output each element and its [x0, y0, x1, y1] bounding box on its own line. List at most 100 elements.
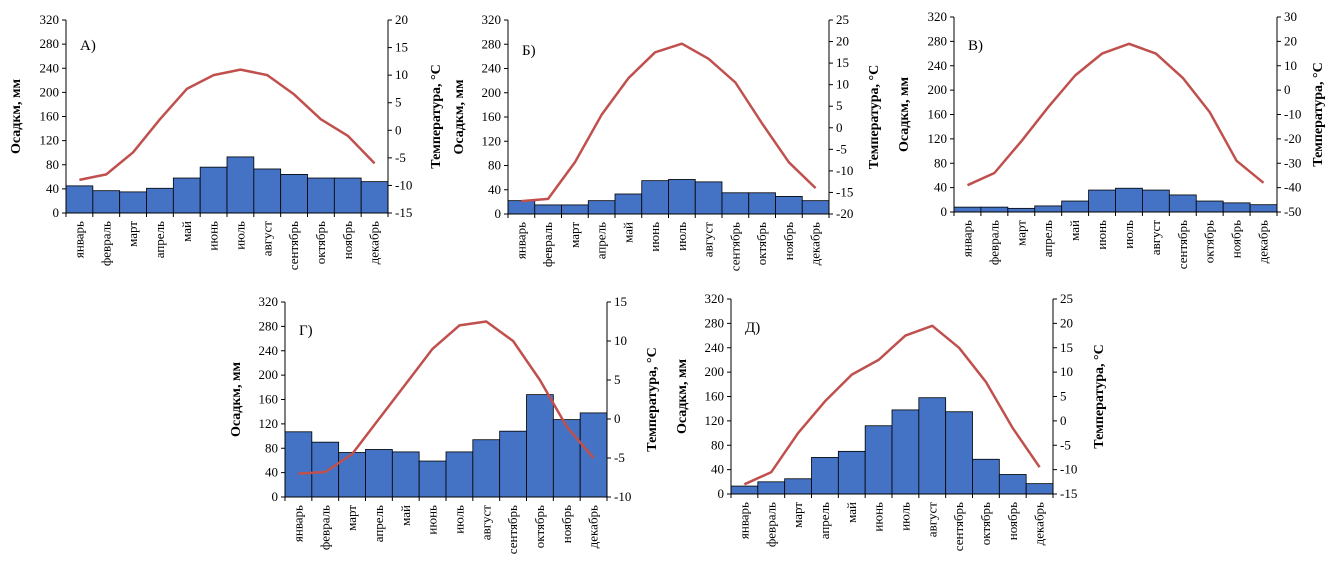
left-tick-label: 0: [495, 206, 502, 221]
precip-bar: [445, 451, 474, 498]
precip-bar: [526, 394, 554, 498]
left-tick-label: 280: [705, 315, 725, 330]
x-category-label: март: [125, 221, 140, 247]
x-category-label: октябрь: [532, 505, 547, 548]
right-tick-label: 0: [395, 122, 402, 137]
right-tick-label: 25: [836, 12, 849, 27]
precip-bar: [801, 200, 830, 215]
right-axis-title: Температура, °С: [1311, 62, 1325, 166]
left-tick-label: 0: [53, 205, 60, 220]
right-tick-label: -40: [1284, 180, 1301, 195]
panel-label: В): [968, 38, 983, 54]
precip-bar: [668, 179, 696, 215]
right-tick-label: 15: [614, 294, 627, 309]
precip-bar: [92, 190, 121, 214]
right-tick-label: -5: [1060, 437, 1071, 452]
left-tick-label: 120: [705, 413, 725, 428]
x-category-label: июль: [674, 222, 689, 251]
left-tick-label: 80: [934, 155, 947, 170]
right-tick-label: 10: [1060, 364, 1073, 379]
left-tick-label: 200: [40, 84, 60, 99]
precip-bar: [1142, 189, 1170, 213]
right-tick-label: 0: [1060, 413, 1067, 428]
x-category-label: март: [790, 502, 805, 528]
precip-bar: [730, 485, 759, 495]
x-category-label: июнь: [871, 502, 886, 532]
x-category-label: май: [1067, 220, 1082, 241]
right-tick-label: 10: [836, 77, 849, 92]
precip-bar: [199, 166, 228, 214]
precip-bar: [980, 206, 1009, 213]
x-category-label: декабрь: [367, 221, 382, 264]
precip-bar: [953, 206, 982, 213]
x-category-label: январь: [290, 505, 305, 542]
right-tick-label: 0: [614, 411, 621, 426]
left-tick-label: 280: [482, 36, 502, 51]
chart-panel-1: 0 40 80 120 160 200 240 280 320 -15 -10 -5 0 5 10 15 20 я…: [9, 12, 444, 270]
x-category-label: июнь: [425, 505, 440, 535]
left-tick-label: 320: [40, 12, 60, 27]
x-category-label: февраль: [317, 505, 332, 550]
temperature-line: [298, 320, 595, 475]
left-tick-label: 200: [928, 82, 948, 97]
chart-panel-5: 0 40 80 120 160 200 240 280 320 -15 -10 -5 0 5 10 15 20 2…: [675, 291, 1107, 551]
x-category-label: ноябрь: [559, 505, 574, 543]
right-tick-label: 0: [836, 120, 843, 135]
precip-bar: [1088, 189, 1116, 213]
x-category-label: июнь: [206, 221, 221, 251]
right-tick-label: -10: [1284, 107, 1301, 122]
x-category-label: декабрь: [1032, 502, 1047, 545]
precip-bar: [1061, 200, 1089, 213]
x-category-label: март: [1013, 220, 1028, 246]
precip-bar: [472, 439, 501, 498]
right-tick-label: 5: [836, 98, 843, 113]
right-tick-label: 10: [614, 333, 627, 348]
right-tick-label: 5: [395, 95, 402, 110]
precip-bar: [284, 431, 313, 498]
x-category-label: май: [398, 505, 413, 526]
precip-bar: [1222, 202, 1251, 213]
x-category-label: май: [179, 221, 194, 242]
left-tick-label: 200: [259, 367, 279, 382]
precip-bar: [587, 200, 616, 215]
left-tick-label: 40: [934, 180, 947, 195]
x-category-label: октябрь: [754, 222, 769, 265]
precip-bar: [837, 450, 866, 495]
x-category-label: декабрь: [808, 222, 823, 265]
left-tick-label: 200: [705, 364, 725, 379]
x-category-label: август: [1148, 220, 1163, 256]
right-axis-title: Температура, °С: [867, 65, 882, 169]
right-tick-label: 5: [614, 372, 621, 387]
precip-bar: [891, 409, 920, 495]
left-tick-label: 160: [259, 392, 279, 407]
precip-bar: [998, 474, 1027, 495]
chart-panel-3: 0 40 80 120 160 200 240 280 320 -50 -40 -30 -20 -10 0 1…: [897, 9, 1325, 269]
right-tick-label: -20: [1284, 131, 1301, 146]
right-tick-label: -50: [1284, 204, 1301, 219]
left-tick-label: 320: [928, 9, 948, 24]
right-tick-label: -20: [836, 206, 853, 221]
x-category-label: апрель: [371, 505, 386, 542]
temperature-line: [966, 42, 1265, 187]
precip-bar: [311, 441, 340, 498]
precip-bar: [499, 430, 527, 498]
precip-bar: [1034, 205, 1063, 213]
right-tick-label: -5: [836, 141, 847, 156]
left-tick-label: 120: [259, 416, 279, 431]
right-tick-label: 0: [1284, 82, 1291, 97]
right-tick-label: 25: [1060, 291, 1073, 306]
x-category-label: июль: [232, 221, 247, 250]
right-tick-label: -30: [1284, 155, 1301, 170]
precip-bar: [945, 411, 973, 495]
precip-bar: [119, 191, 147, 214]
precip-bar: [918, 397, 947, 495]
left-tick-label: 40: [46, 181, 59, 196]
x-category-label: август: [478, 505, 493, 541]
x-category-label: июнь: [1094, 220, 1109, 250]
left-tick-label: 0: [272, 489, 279, 504]
x-category-label: февраль: [98, 221, 113, 266]
x-category-label: сентябрь: [505, 505, 520, 554]
precip-bar: [360, 181, 389, 214]
precip-bar: [775, 196, 803, 215]
right-tick-label: 15: [395, 40, 408, 55]
